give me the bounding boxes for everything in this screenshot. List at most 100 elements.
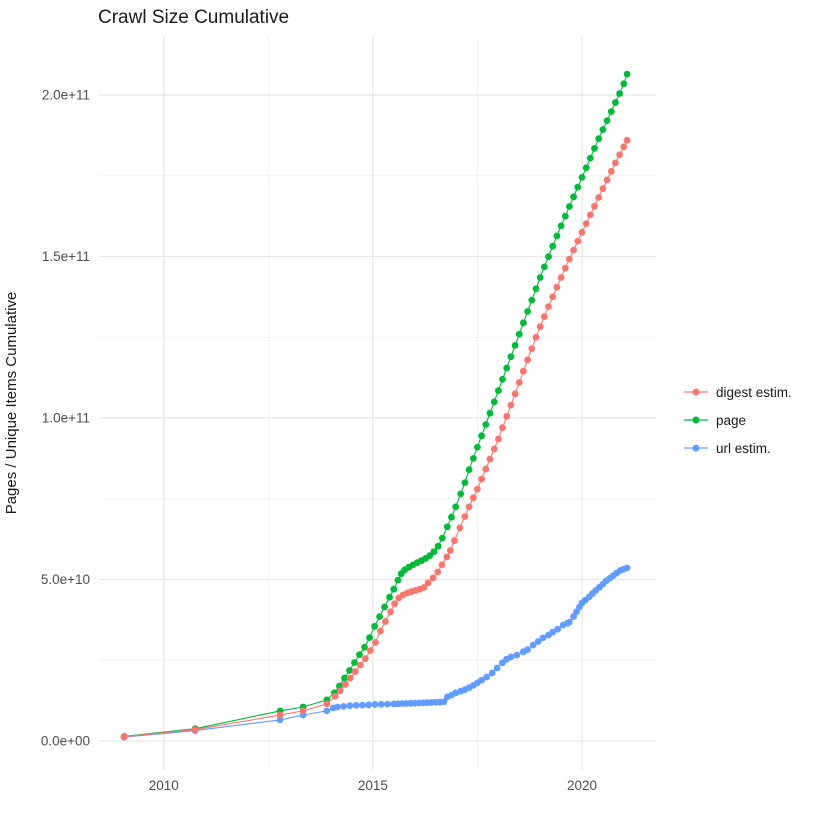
data-point-digest-estim	[623, 136, 631, 144]
y-tick-label: 5.0e+10	[41, 572, 90, 587]
data-point-page	[599, 126, 607, 133]
data-point-page	[486, 409, 494, 417]
data-point-digest-estim	[591, 202, 598, 210]
data-point-url-estim	[493, 664, 501, 672]
data-point-url-estim	[524, 646, 531, 653]
data-point-url-estim	[529, 641, 537, 649]
data-point-page	[540, 263, 548, 271]
data-point-page	[394, 576, 402, 584]
data-point-url-estim	[440, 698, 448, 706]
data-point-page	[390, 585, 398, 593]
data-point-page	[549, 242, 557, 250]
data-point-digest-estim	[582, 220, 590, 228]
data-point-digest-estim	[331, 692, 339, 700]
data-point-page	[607, 108, 615, 115]
data-point-page	[566, 203, 573, 210]
data-point-digest-estim	[451, 537, 458, 545]
data-point-page	[561, 212, 569, 220]
x-tick-label: 2015	[358, 778, 388, 793]
data-point-page	[503, 364, 511, 372]
data-point-digest-estim	[520, 367, 527, 375]
data-point-page	[469, 455, 477, 462]
data-point-digest-estim	[495, 435, 502, 443]
data-point-digest-estim	[503, 413, 511, 420]
data-point-page	[430, 548, 438, 556]
data-point-page	[570, 193, 577, 201]
data-point-digest-estim	[553, 283, 561, 291]
data-point-digest-estim	[120, 733, 128, 741]
data-point-digest-estim	[536, 323, 544, 330]
data-point-url-estim	[539, 634, 547, 642]
data-point-url-estim	[507, 653, 515, 661]
data-point-url-estim	[554, 625, 562, 633]
data-point-url-estim	[573, 608, 580, 616]
data-point-url-estim	[478, 676, 485, 684]
data-point-digest-estim	[616, 151, 623, 159]
data-point-digest-estim	[443, 553, 451, 561]
legend-label-digest-estim: digest estim.	[716, 384, 792, 400]
data-point-url-estim	[365, 701, 373, 709]
data-point-page	[536, 274, 544, 281]
series-line-digest-estim	[124, 140, 628, 738]
x-tick-label: 2010	[149, 778, 179, 793]
data-point-page	[574, 183, 582, 191]
data-point-page	[591, 145, 598, 152]
data-point-digest-estim	[528, 345, 536, 352]
data-point-digest-estim	[357, 661, 364, 669]
data-point-page	[351, 659, 358, 666]
data-point-digest-estim	[429, 574, 437, 582]
data-point-digest-estim	[420, 584, 428, 591]
data-point-digest-estim	[336, 687, 344, 695]
data-point-digest-estim	[372, 639, 379, 646]
data-point-digest-estim	[549, 293, 557, 301]
data-point-page	[578, 174, 586, 181]
data-point-url-estim	[352, 702, 360, 709]
data-point-page	[448, 513, 455, 521]
data-point-page	[495, 387, 502, 394]
data-point-page	[478, 432, 485, 440]
data-point-digest-estim	[346, 674, 354, 682]
data-point-digest-estim	[570, 246, 577, 254]
y-tick-label: 1.5e+11	[42, 249, 90, 264]
data-point-page	[465, 466, 473, 474]
data-point-url-estim	[566, 618, 573, 626]
data-point-page	[341, 674, 348, 682]
data-point-digest-estim	[620, 143, 628, 151]
data-point-url-estim	[483, 673, 490, 681]
y-axis-title: Pages / Unique Items Cumulative	[3, 292, 20, 515]
legend-key-url-estim-icon	[684, 444, 708, 452]
data-point-digest-estim	[507, 401, 515, 409]
data-point-url-estim	[340, 703, 347, 710]
data-point-page	[490, 398, 498, 406]
data-point-page	[356, 651, 363, 659]
tick-label-layer: 0.0e+00 5.0e+10 1.0e+11 1.5e+11 2.0e+11 2010 2…	[41, 88, 597, 793]
data-point-digest-estim	[599, 185, 607, 193]
data-point-digest-estim	[557, 274, 565, 281]
data-point-page	[366, 634, 373, 641]
data-point-digest-estim	[515, 379, 523, 386]
data-point-digest-estim	[434, 568, 442, 576]
data-point-digest-estim	[382, 618, 389, 625]
data-point-digest-estim	[461, 513, 469, 520]
data-point-url-estim	[371, 701, 379, 708]
data-point-page	[482, 421, 490, 428]
data-point-digest-estim	[595, 194, 603, 201]
data-point-page	[557, 222, 565, 230]
legend-label-page: page	[716, 412, 747, 428]
data-point-digest-estim	[561, 264, 569, 272]
legend-item-page: page	[683, 406, 792, 434]
legend-key-page-icon	[684, 416, 708, 424]
data-point-page	[507, 353, 515, 361]
data-point-digest-estim	[438, 561, 446, 569]
data-point-digest-estim	[540, 313, 548, 320]
data-point-digest-estim	[456, 524, 464, 532]
data-point-page	[511, 342, 519, 349]
data-point-digest-estim	[612, 159, 619, 167]
data-point-page	[586, 154, 594, 162]
legend: digest estim. page url estim.	[683, 378, 792, 462]
data-point-page	[474, 443, 481, 451]
data-point-url-estim	[513, 651, 521, 659]
data-point-page	[371, 622, 378, 630]
